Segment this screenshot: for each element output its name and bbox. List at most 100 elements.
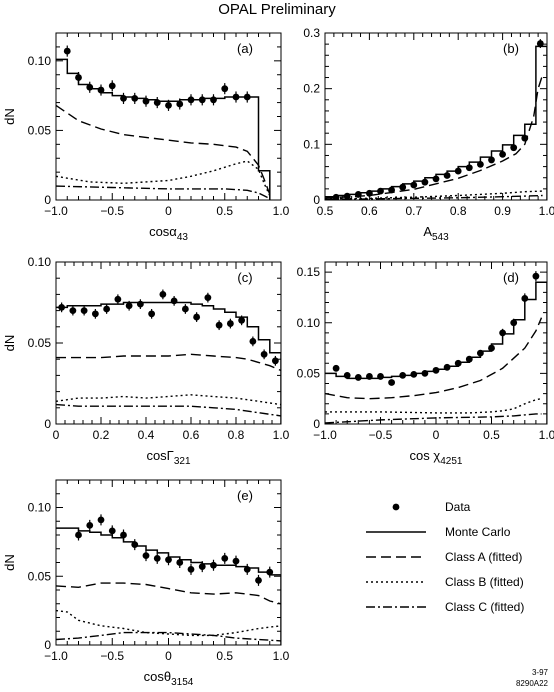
data-point bbox=[454, 167, 462, 175]
y-tick-label: 0.1 bbox=[303, 137, 320, 151]
legend-label: Class C (fitted) bbox=[445, 600, 524, 614]
x-axis-label: cosΓ321 bbox=[146, 448, 191, 467]
x-tick-label: 0.8 bbox=[450, 204, 467, 218]
data-point bbox=[176, 100, 184, 108]
classA-curve-e bbox=[56, 582, 281, 605]
panel-frame-d bbox=[324, 261, 548, 425]
monte-carlo-histogram-b bbox=[325, 45, 547, 200]
y-tick-label: 0.05 bbox=[28, 336, 52, 350]
data-point bbox=[477, 160, 484, 168]
data-point bbox=[103, 305, 111, 313]
legend-item: Monte Carlo bbox=[366, 525, 511, 539]
plot-area-c bbox=[56, 289, 281, 424]
data-point bbox=[215, 321, 223, 329]
figure-code-line1: 3-97 bbox=[531, 668, 548, 677]
x-axis-label-main: A bbox=[423, 224, 432, 239]
y-axis-label: dN bbox=[2, 335, 17, 352]
x-axis-label-subscript: 321 bbox=[174, 456, 191, 467]
data-point bbox=[477, 349, 484, 357]
data-point bbox=[80, 307, 88, 314]
panel-label: (e) bbox=[237, 488, 253, 503]
classC-curve-a bbox=[56, 185, 271, 200]
data-point bbox=[399, 183, 407, 191]
data-point bbox=[243, 93, 251, 101]
legend-item: Data bbox=[392, 500, 471, 514]
legend: Data Monte Carlo Class A (fitted) Class B (… bbox=[366, 500, 524, 614]
data-point bbox=[108, 82, 116, 90]
legend-label: Monte Carlo bbox=[445, 525, 511, 539]
data-point bbox=[86, 83, 94, 91]
data-point bbox=[521, 295, 529, 302]
x-axis-label-subscript: 43 bbox=[177, 232, 189, 243]
y-tick-label: 0 bbox=[44, 638, 51, 652]
x-tick-label: 0.7 bbox=[405, 204, 422, 218]
legend-item: Class B (fitted) bbox=[366, 575, 524, 589]
data-point bbox=[142, 97, 150, 105]
data-point bbox=[136, 300, 144, 308]
data-point bbox=[170, 297, 178, 305]
data-point bbox=[120, 531, 127, 539]
y-tick-label: 0.05 bbox=[28, 569, 52, 583]
x-axis-label-main: cos χ bbox=[410, 448, 441, 463]
data-point bbox=[488, 156, 495, 164]
legend-label: Class A (fitted) bbox=[445, 550, 522, 564]
data-point bbox=[181, 305, 189, 313]
classA-curve-a bbox=[56, 104, 271, 195]
x-tick-label: 1.0 bbox=[539, 428, 554, 442]
classC-curve-d bbox=[325, 413, 542, 424]
y-tick-label: 0 bbox=[44, 417, 51, 431]
figure-title: OPAL Preliminary bbox=[218, 1, 336, 18]
data-point bbox=[63, 47, 71, 55]
x-tick-label: 1.0 bbox=[539, 204, 554, 218]
data-point bbox=[120, 95, 127, 102]
y-tick-label: 0 bbox=[313, 417, 320, 431]
x-axis-label-main: cosα bbox=[149, 224, 177, 239]
x-tick-label: −0.5 bbox=[369, 428, 393, 442]
data-point bbox=[536, 40, 544, 47]
plot-area-e bbox=[56, 514, 281, 645]
data-point bbox=[432, 175, 440, 183]
legend-item: Class C (fitted) bbox=[366, 600, 524, 614]
panel-a: −1.0 −0.5 0 0.5 1.0 0 0.05 0.10 cosα43 dN (a) bbox=[2, 32, 290, 243]
y-tick-label: 0.10 bbox=[297, 316, 321, 330]
x-tick-label: 0 bbox=[165, 204, 172, 218]
data-point bbox=[198, 563, 206, 571]
data-point bbox=[377, 373, 384, 380]
data-point bbox=[114, 295, 122, 303]
data-point bbox=[69, 307, 77, 314]
x-axis-label: cosθ3154 bbox=[144, 669, 194, 688]
data-point bbox=[142, 552, 150, 560]
panel-c: 0 0.2 0.4 0.6 0.8 1.0 0 0.05 0.10 cosΓ321 dN (c) bbox=[2, 255, 290, 467]
classB-curve-c bbox=[56, 394, 281, 406]
classC-curve-b bbox=[325, 194, 543, 200]
y-tick-label: 0.05 bbox=[297, 366, 321, 380]
data-point bbox=[510, 144, 518, 152]
data-point bbox=[125, 302, 133, 310]
x-axis-label: cos χ4251 bbox=[410, 448, 463, 467]
data-point bbox=[210, 96, 217, 104]
data-point bbox=[443, 172, 451, 179]
data-point bbox=[354, 191, 362, 198]
y-tick-label: 0.10 bbox=[28, 54, 52, 68]
data-point bbox=[193, 313, 201, 321]
x-tick-label: 0.9 bbox=[494, 204, 511, 218]
data-point bbox=[131, 541, 139, 549]
data-point bbox=[165, 101, 172, 109]
y-tick-label: 0 bbox=[313, 193, 320, 207]
data-point bbox=[510, 319, 518, 327]
x-tick-label: 0.5 bbox=[216, 649, 233, 663]
data-point bbox=[187, 96, 195, 104]
data-point bbox=[221, 554, 229, 562]
data-point bbox=[148, 310, 156, 318]
data-point bbox=[221, 85, 229, 93]
data-point bbox=[521, 134, 529, 142]
data-point bbox=[465, 355, 473, 363]
x-tick-label: 0 bbox=[433, 428, 440, 442]
x-axis-label: cosα43 bbox=[149, 224, 188, 243]
monte-carlo-histogram-c bbox=[56, 301, 281, 424]
data-point bbox=[421, 178, 429, 186]
data-point bbox=[153, 554, 161, 562]
data-point bbox=[97, 86, 105, 94]
data-point bbox=[399, 372, 407, 379]
